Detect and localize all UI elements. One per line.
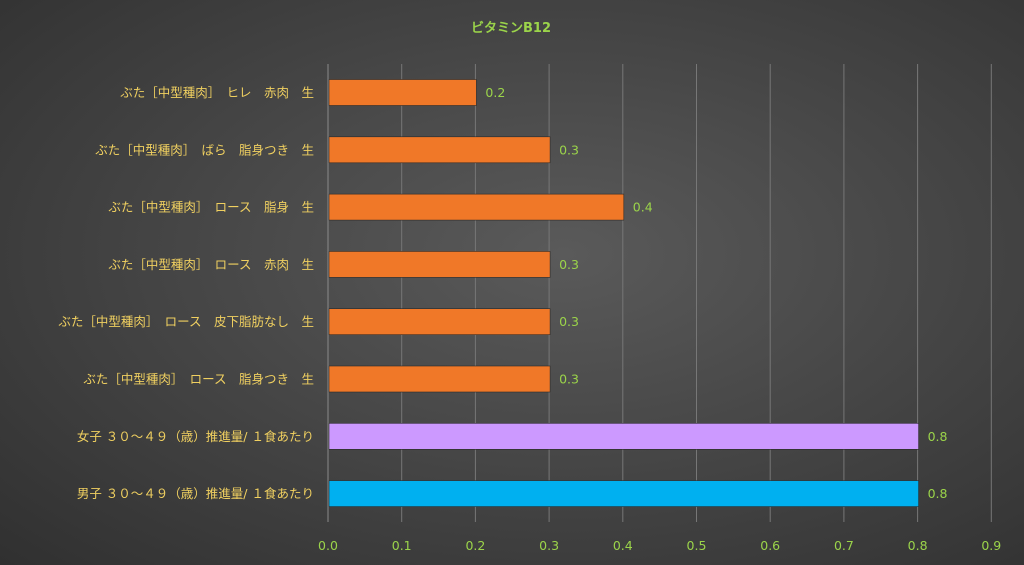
- x-tick-label: 0.3: [539, 538, 559, 553]
- x-tick-label: 0.7: [834, 538, 854, 553]
- bar: [328, 308, 551, 336]
- data-label: 0.3: [559, 257, 579, 272]
- data-label: 0.8: [928, 429, 948, 444]
- labels: 0.0 0.1 0.2 0.3 0.4 0.5 0.6 0.7 0.8 0.9 ぶた［中型種肉］ ヒ…: [58, 85, 1001, 553]
- category-label: 女子 ３０～４９（歳）推進量/ １食あたり: [77, 429, 314, 444]
- category-label: ぶた［中型種肉］ ロース 赤肉 生: [108, 257, 314, 272]
- bars: [328, 79, 919, 507]
- bar: [328, 480, 919, 507]
- bar: [328, 79, 477, 106]
- x-tick-label: 0.5: [687, 538, 707, 553]
- category-label: ぶた［中型種肉］ ロース 皮下脂肪なし 生: [58, 314, 314, 329]
- x-tick-label: 0.9: [981, 538, 1001, 553]
- bar: [328, 193, 625, 221]
- x-tick-label: 0.0: [318, 538, 338, 553]
- bar: [328, 136, 551, 164]
- x-tick-label: 0.1: [392, 538, 412, 553]
- gridlines: [327, 64, 992, 522]
- x-tick-label: 0.8: [908, 538, 928, 553]
- category-label: 男子 ３０～４９（歳）推進量/ １食あたり: [77, 486, 314, 501]
- data-label: 0.3: [559, 372, 579, 387]
- data-label: 0.3: [559, 142, 579, 157]
- category-label: ぶた［中型種肉］ ヒレ 赤肉 生: [120, 85, 314, 100]
- data-label: 0.2: [485, 85, 505, 100]
- data-label: 0.4: [633, 200, 653, 215]
- bar: [328, 365, 551, 393]
- chart-title: ビタミンB12: [471, 20, 551, 36]
- data-label: 0.8: [928, 486, 948, 501]
- data-label: 0.3: [559, 314, 579, 329]
- category-label: ぶた［中型種肉］ ばら 脂身つき 生: [95, 142, 314, 157]
- x-tick-label: 0.2: [465, 538, 485, 553]
- bar: [328, 251, 551, 278]
- x-tick-label: 0.6: [760, 538, 780, 553]
- bar: [328, 422, 919, 450]
- category-label: ぶた［中型種肉］ ロース 脂身つき 生: [83, 372, 314, 387]
- category-label: ぶた［中型種肉］ ロース 脂身 生: [108, 200, 314, 215]
- x-tick-label: 0.4: [613, 538, 633, 553]
